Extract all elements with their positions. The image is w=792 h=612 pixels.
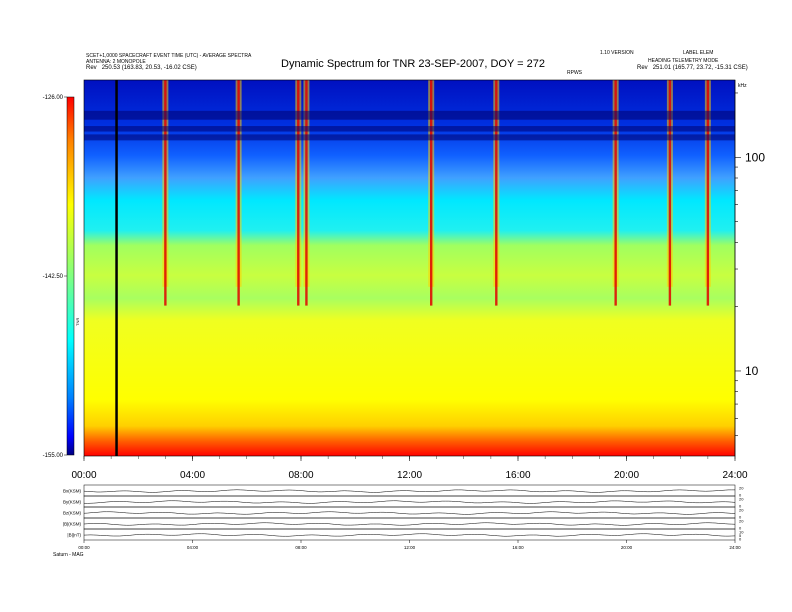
burst-core — [237, 80, 240, 306]
chart-title: Dynamic Spectrum for TNR 23-SEP-2007, DO… — [281, 58, 546, 70]
frequency-tick-label: 10 — [745, 364, 759, 378]
burst-core — [430, 80, 433, 306]
mag-panel-right-tick: 0 — [739, 493, 742, 498]
time-tick-label: 04:00 — [180, 470, 205, 481]
mag-time-tick-label: 16:00 — [512, 545, 524, 550]
mag-panel-label: Bx(KSM) — [63, 489, 82, 494]
center-tag: RPWS — [567, 70, 582, 76]
mag-panels: Bx(KSM)200By(KSM)200Bz(KSM)200|B|(KSM)20… — [63, 484, 744, 550]
time-tick-label: 12:00 — [397, 470, 422, 481]
mag-panel-trace — [83, 511, 736, 515]
mag-time-tick-label: 04:00 — [187, 545, 199, 550]
time-tick-label: 08:00 — [288, 470, 313, 481]
mag-panel-frame — [83, 517, 736, 530]
mag-time-tick-label: 20:00 — [621, 545, 633, 550]
header-right-rev-label: Rev — [637, 65, 648, 71]
mag-time-tick-label: 12:00 — [404, 545, 416, 550]
mag-time-tick-label: 24:00 — [729, 545, 741, 550]
burst-core — [164, 80, 167, 306]
blue-band-stripe — [84, 110, 735, 120]
mag-panel-right-tick: 0 — [739, 504, 742, 509]
colorbar: -126.00 -142.50 -155.00 TNR — [43, 95, 80, 459]
mag-panel-right-tick: 10 — [739, 530, 744, 535]
time-tick-label: 24:00 — [722, 470, 747, 481]
colorbar-axis-label: TNR — [75, 318, 80, 326]
mag-panel-label: |B|(nT) — [67, 533, 81, 538]
mag-panel-right-tick: 20 — [739, 497, 744, 502]
mag-panel-label: |B|(KSM) — [63, 522, 82, 527]
header-right-line2: HEADING TELEMETRY MODE — [648, 58, 719, 64]
mag-panel-trace — [83, 533, 736, 537]
mag-panel-frame — [83, 506, 736, 519]
time-tick-label: 16:00 — [505, 470, 530, 481]
mag-panel-right-tick: 20 — [739, 519, 744, 524]
burst-core — [706, 80, 710, 306]
burst-layer — [162, 80, 711, 306]
colorbar-label-bottom: -155.00 — [43, 453, 64, 459]
mag-time-tick-label: 00:00 — [78, 545, 90, 550]
mag-panel-trace — [83, 489, 735, 493]
mag-panel-right-tick: 20 — [739, 508, 744, 513]
mag-panel-label: By(KSM) — [63, 500, 82, 505]
burst-core — [614, 80, 617, 306]
frequency-axis: kHz 10 100 — [734, 80, 765, 456]
frequency-unit-label: kHz — [738, 83, 747, 89]
spectrogram-plot — [83, 79, 736, 457]
header-right-line1: 1.10 VERSION — [600, 50, 634, 56]
colorbar-label-mid: -142.50 — [43, 274, 64, 280]
header-right-rev: Rev 251.01 (165.77, 23.72, -15.31 CSE) — [637, 65, 748, 72]
header-left-line2: ANTENNA: 2 MONOPOLE — [86, 59, 146, 65]
header-right-rev-value: 251.01 (165.77, 23.72, -15.31 CSE) — [652, 65, 748, 71]
time-tick-label: 00:00 — [71, 470, 96, 481]
mag-panel-right-tick: 0 — [739, 526, 742, 531]
mag-panel-trace — [83, 500, 736, 504]
frequency-tick-label: 100 — [745, 150, 765, 164]
header-left-rev-label: Rev — [86, 65, 97, 71]
spectrogram-background — [84, 80, 735, 456]
mag-panel-right-tick: 5 — [739, 533, 742, 538]
mag-panel-right-tick: 0 — [739, 515, 742, 520]
colorbar-fill — [66, 96, 75, 456]
mag-time-tick-label: 08:00 — [295, 545, 307, 550]
burst-core — [668, 80, 672, 306]
mag-panel-right-tick: 0 — [739, 537, 742, 542]
header-right-line1b: LABEL ELEM — [683, 50, 714, 56]
blue-band-stripe — [84, 134, 735, 141]
mag-panel-label: Bz(KSM) — [63, 511, 82, 516]
footer-label: Saturn - MAG — [53, 552, 84, 558]
blue-band-stripe — [84, 126, 735, 132]
burst-core — [297, 80, 300, 306]
header-left-line1: SCET+1,0000 SPACECRAFT EVENT TIME (UTC) … — [86, 53, 252, 59]
burst-core — [495, 80, 498, 306]
time-tick-label: 20:00 — [614, 470, 639, 481]
colorbar-label-top: -126.00 — [43, 95, 64, 101]
mag-panel-right-tick: 20 — [739, 486, 744, 491]
header-left-rev: Rev 250.53 (163.83, 20.53, -16.02 CSE) — [86, 65, 197, 72]
burst-core — [305, 80, 308, 306]
header-left-rev-value: 250.53 (163.83, 20.53, -16.02 CSE) — [101, 65, 197, 71]
mag-panel-trace — [83, 522, 736, 526]
time-axis: 00:00 04:00 08:00 12:00 16:00 20:00 24:00 — [71, 456, 748, 481]
stripe-layer — [84, 110, 735, 141]
